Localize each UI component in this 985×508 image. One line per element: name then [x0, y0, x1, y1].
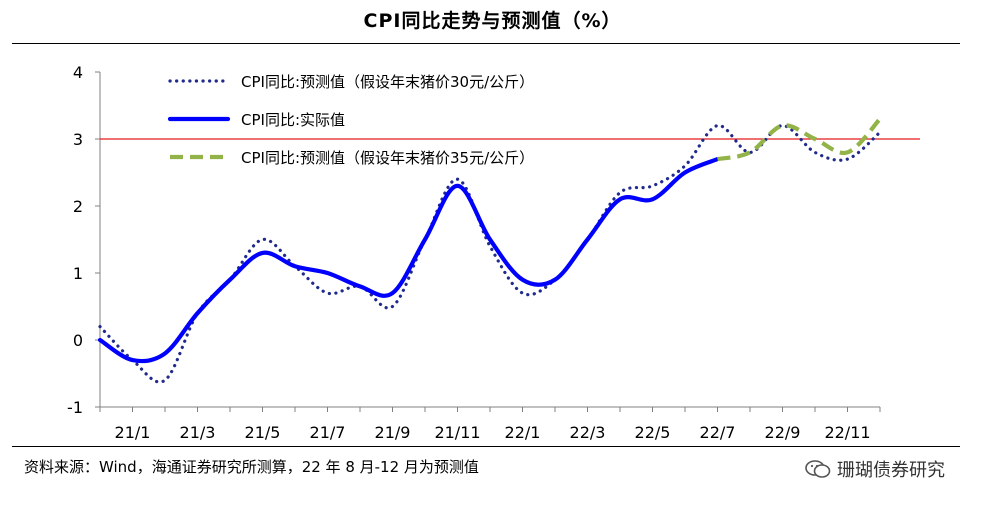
wechat-icon [805, 460, 831, 478]
x-tick-label: 21/1 [115, 423, 151, 442]
y-tick-label: 4 [73, 63, 83, 82]
chart-title: CPI同比走势与预测值（%） [363, 10, 622, 32]
y-axis-ticks: -1 0 1 2 3 4 [67, 63, 100, 417]
legend-item-forecast-30: CPI同比:预测值（假设年末猪价30元/公斤） [168, 73, 534, 91]
y-tick-label: 2 [73, 197, 83, 216]
source-note: 资料来源：Wind，海通证券研究所测算，22 年 8 月-12 月为预测值 [24, 458, 479, 476]
actual-series-line [97, 157, 720, 364]
title-divider [12, 43, 960, 44]
y-tick-label: 0 [73, 331, 83, 350]
x-tick-label: 22/7 [700, 423, 736, 442]
x-tick-label: 21/11 [434, 423, 480, 442]
x-tick-label: 22/11 [824, 423, 870, 442]
x-axis-ticks: 21/1 21/3 21/5 21/7 21/9 21/11 22/1 22/3 22/5 22/… [99, 407, 881, 442]
legend-item-actual: CPI同比:实际值 [167, 111, 345, 129]
x-tick-label: 22/9 [765, 423, 801, 442]
actual-series [97, 157, 720, 364]
legend-item-forecast-35: CPI同比:预测值（假设年末猪价35元/公斤） [170, 149, 534, 167]
legend: CPI同比:预测值（假设年末猪价30元/公斤） CPI同比:实际值 CPI同比:预测… [167, 73, 534, 167]
y-tick-label: 1 [73, 264, 83, 283]
x-tick-label: 22/5 [635, 423, 671, 442]
watermark-text: 珊瑚债券研究 [837, 460, 945, 481]
y-tick-label: -1 [67, 398, 83, 417]
y-tick-label: 3 [73, 130, 83, 149]
forecast-35-series-line [717, 117, 882, 162]
x-tick-label: 21/5 [245, 423, 281, 442]
cpi-line-chart: -1 0 1 2 3 4 21/1 21/3 21/5 21/7 21/9 21/11 22/1 22/… [67, 63, 920, 442]
legend-label: CPI同比:预测值（假设年末猪价30元/公斤） [241, 73, 534, 91]
x-tick-label: 22/3 [570, 423, 606, 442]
legend-label: CPI同比:预测值（假设年末猪价35元/公斤） [241, 149, 534, 167]
forecast-35-series [717, 117, 882, 162]
legend-label: CPI同比:实际值 [241, 111, 345, 129]
x-tick-label: 21/9 [375, 423, 411, 442]
x-tick-label: 22/1 [505, 423, 541, 442]
x-tick-label: 21/7 [310, 423, 346, 442]
footer-divider [12, 446, 960, 447]
series-layer [97, 117, 882, 384]
watermark: 珊瑚债券研究 [805, 456, 945, 482]
x-tick-label: 21/3 [180, 423, 216, 442]
